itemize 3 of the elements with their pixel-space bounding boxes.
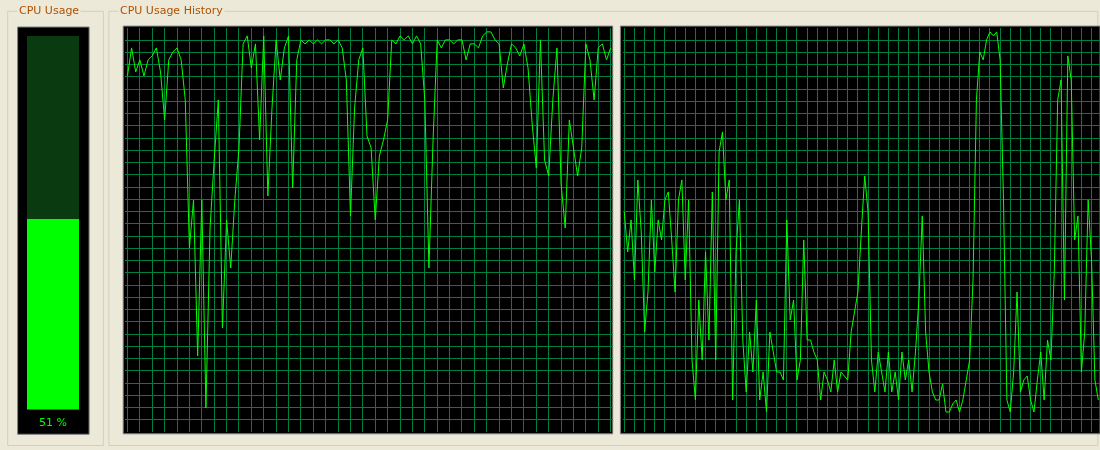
data-label: 51 % [39, 416, 67, 429]
chart-title: CPU Usage History [120, 4, 224, 17]
chart-title: CPU Usage [19, 4, 80, 17]
